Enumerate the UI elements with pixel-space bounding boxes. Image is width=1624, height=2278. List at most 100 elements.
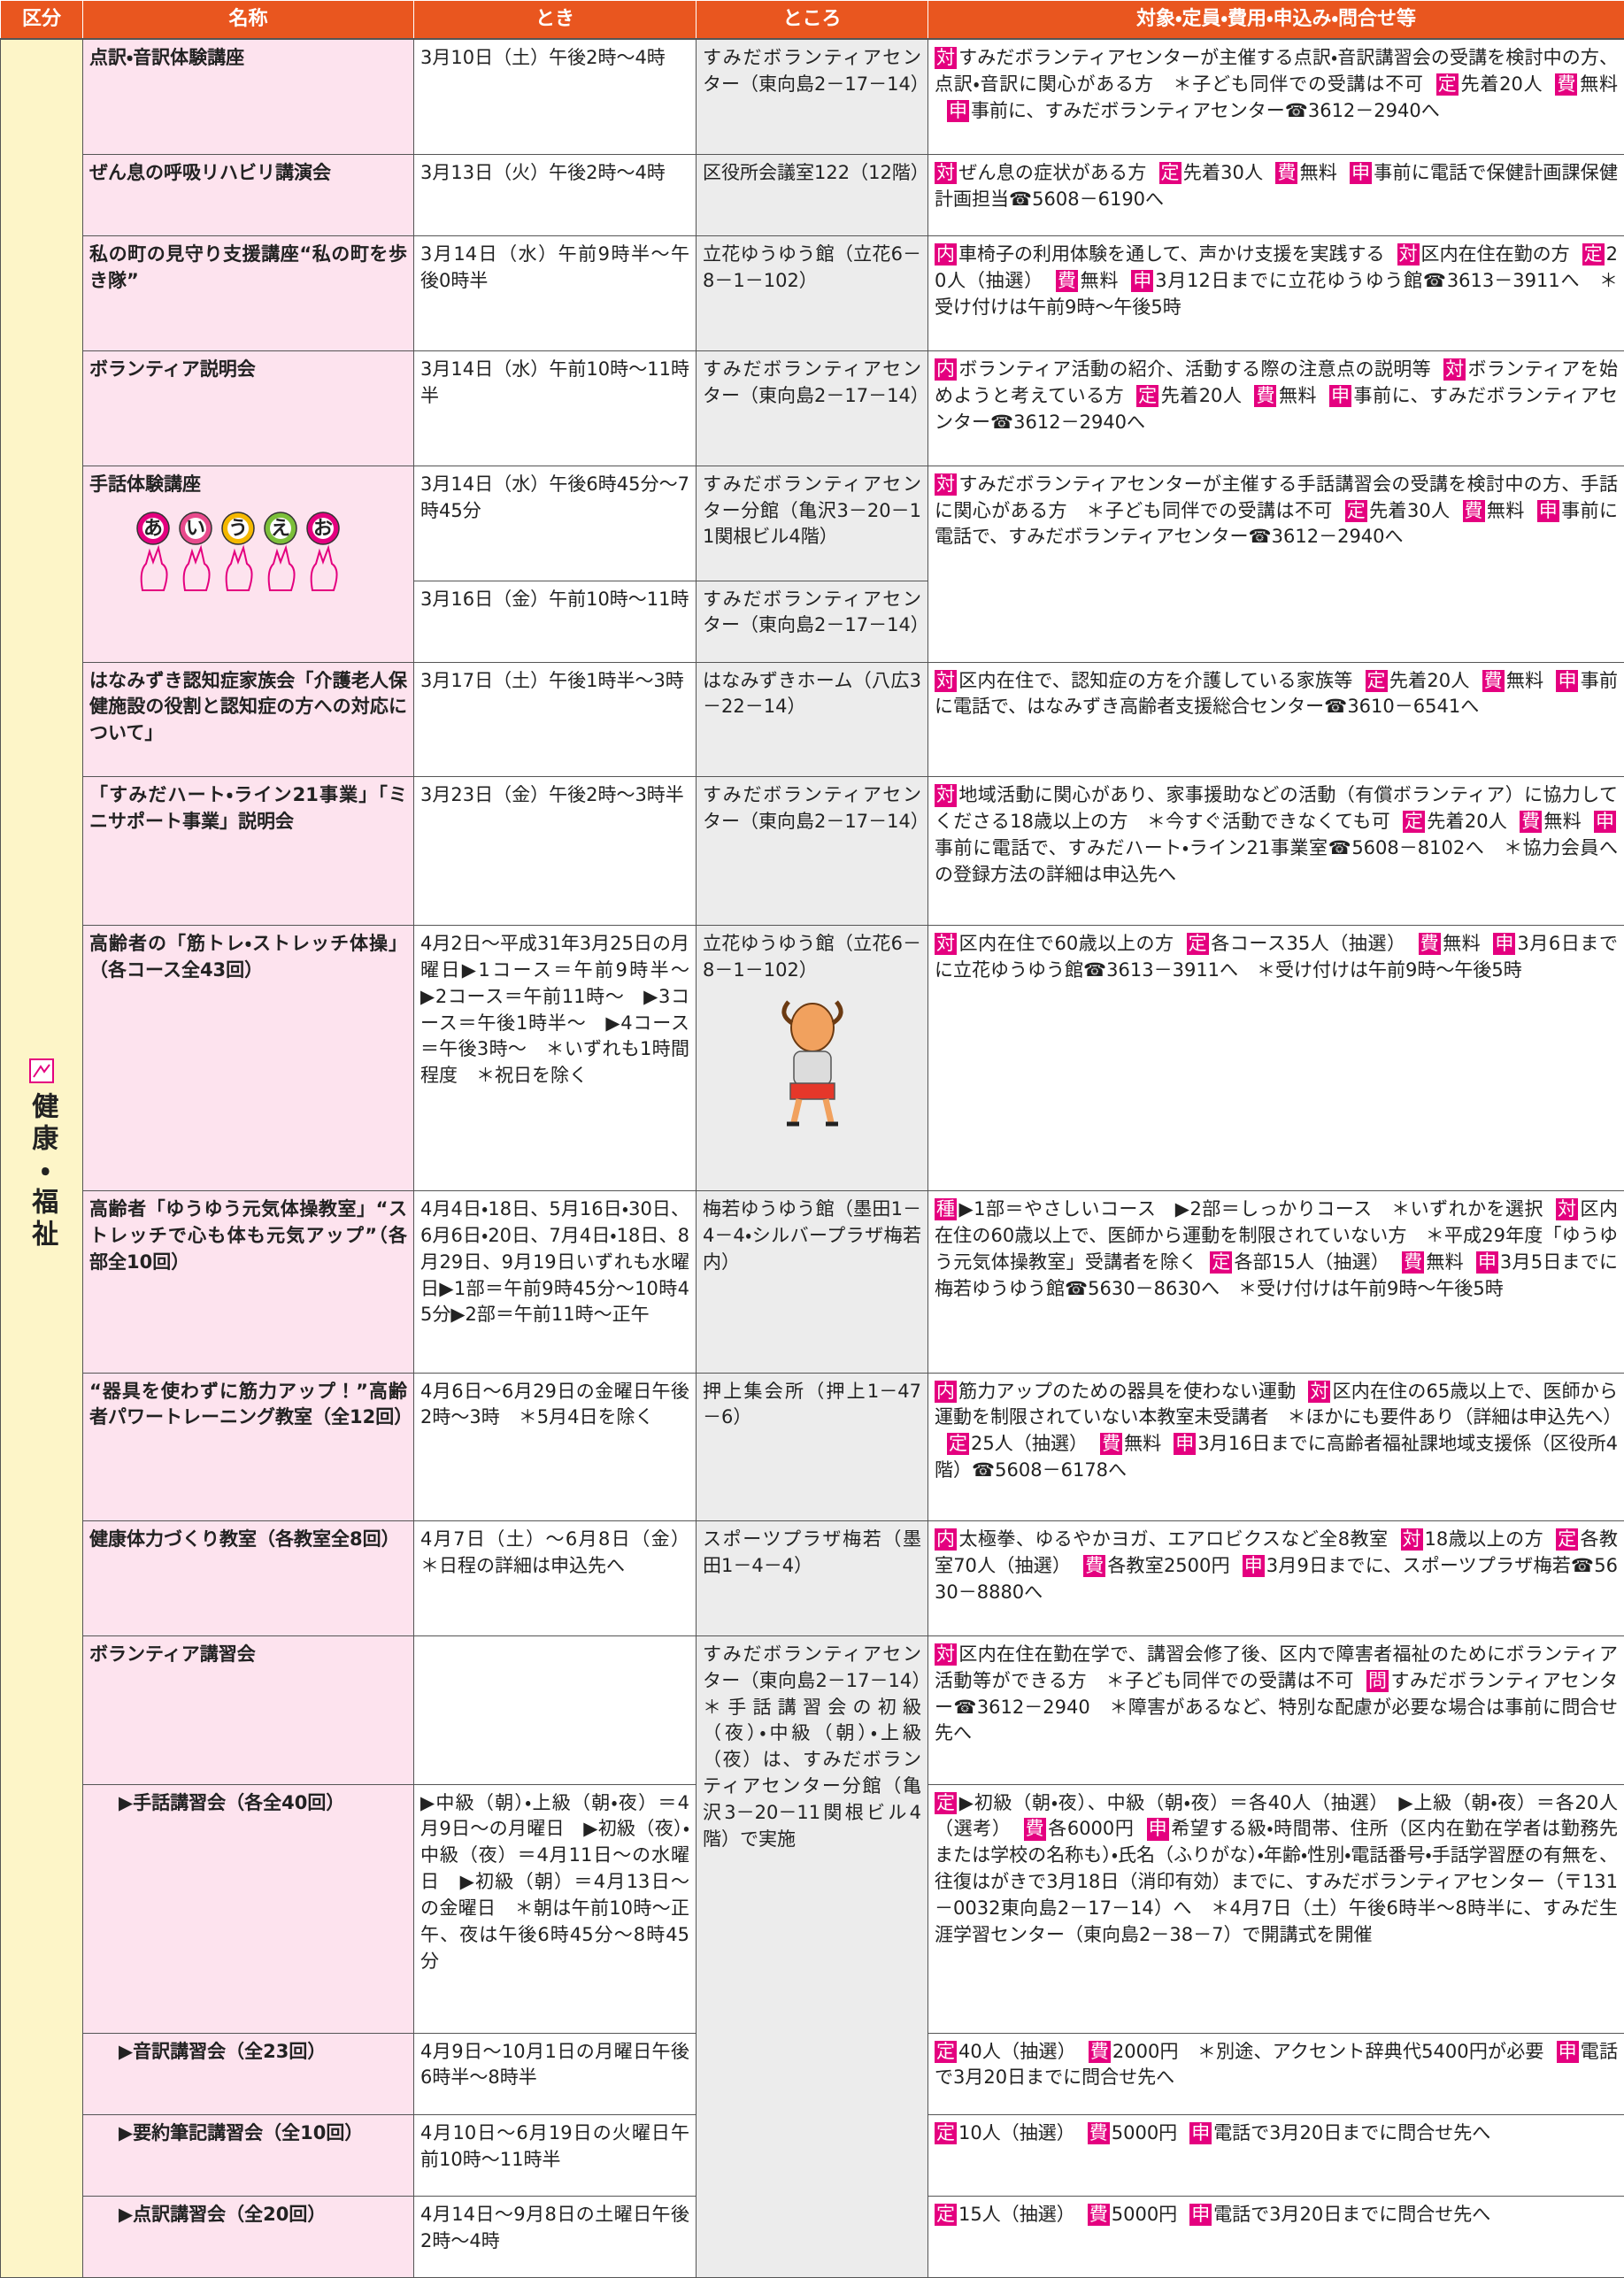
detail-segment: 費無料 (1254, 384, 1318, 407)
detail-segment: 定 10人（抽選） (935, 2121, 1075, 2144)
detail-segment: 定 ▶初級（朝・夜）、中級（朝・夜）＝各40人（抽選） ▶上級（朝・夜）＝各20人… (935, 1791, 1618, 1839)
detail-tag: 定 (947, 1433, 969, 1456)
time-cell: ▶中級（朝）・上級（朝・夜）＝4月9日～の月曜日 ▶初級（夜）・中級（夜）＝4月… (413, 1783, 697, 2034)
detail-text: 40人（抽選） (958, 2040, 1076, 2062)
name-cell: 点訳・音訳体験講座 (82, 38, 414, 155)
sign-kana: う (228, 518, 248, 540)
detail-tag: 対 (935, 669, 957, 692)
detail-segment: 申事前に、すみだボランティアセンター☎3612－2940へ (935, 384, 1618, 433)
detail-segment: 対区内在住で、認知症の方を介護している家族等 (935, 669, 1353, 692)
detail-tag: 費 (1520, 811, 1543, 834)
detail-segment: 申電話で3月20日までに問合せ先へ (1189, 2203, 1490, 2226)
detail-text: 10人（抽選） (958, 2121, 1075, 2143)
sign-kana: い (186, 518, 205, 540)
place-text: 区役所会議室122（12階） (703, 161, 929, 183)
detail-text: 筋力アップのための器具を使わない運動 (958, 1380, 1297, 1402)
detail-text: 区内在住で、認知症の方を介護している家族等 (958, 669, 1353, 691)
detail-text: 車椅子の利用体験を通して、声かけ支援を実践する (958, 243, 1385, 266)
sign-bubble-inner (142, 517, 164, 539)
detail-text: 各6000円 (1047, 1818, 1135, 1840)
sub-row: ▶点訳講習会（全20回） 4月14日～9月8日の土曜日午後2時～4時 定 15人（抽選… (1, 2195, 1624, 2278)
detail-tag: 定 (1556, 1528, 1579, 1551)
figure-arms (781, 1000, 843, 1025)
detail-text: 事前に電話で保健計画課保健計画担当☎5608－6190へ (935, 161, 1618, 210)
detail-tag: 申 (1493, 933, 1516, 956)
row: 健康・福祉 点訳・音訳体験講座 3月10日（土）午後2時～4時 すみだボランティアセン… (0, 38, 1624, 2278)
sub-row: ▶手話講習会（各全40回） ▶中級（朝）・上級（朝・夜）＝4月9日～の月曜日 ▶初… (1, 1783, 1624, 2034)
header-cell: 名称 (82, 0, 414, 40)
detail-tag: 費 (1087, 2203, 1110, 2226)
detail-tag: 問 (1366, 1669, 1389, 1692)
header-cell: ところ (696, 0, 928, 40)
detail-tag: 定 (1582, 243, 1605, 266)
detail-text: 各部15人（抽選） (1234, 1251, 1390, 1273)
figure-head (789, 1002, 835, 1052)
detail-tag: 定 (935, 2040, 957, 2063)
place-cell: 押上集会所（押上1－47－6） (696, 1372, 928, 1522)
detail-tag: 定 (935, 2121, 957, 2144)
detail-tag: 対 (1400, 1528, 1423, 1551)
detail-text: 各教室2500円 (1107, 1554, 1230, 1576)
detail-cell: 対地域活動に関心があり、家事援助などの活動（有償ボランティア）に協力してくださる… (927, 776, 1624, 927)
table-body: 健康・福祉 点訳・音訳体験講座 3月10日（土）午後2時～4時 すみだボランティアセン… (0, 38, 1624, 2278)
detail-segment: 費 5000円 (1087, 2121, 1178, 2144)
detail-text: 無料 (1299, 161, 1338, 183)
figure-shirt (792, 1050, 832, 1086)
detail-tag: 対 (1397, 243, 1420, 266)
time-cell: 4月2日～平成31年3月25日の月曜日▶1コース＝午前9時半～ ▶2コース＝午前… (413, 925, 708, 1192)
detail-text: 先着20人 (1459, 73, 1543, 95)
detail-tag: 申 (1174, 1433, 1197, 1456)
place-text: すみだボランティアセンター（東向島2－17－14） (703, 784, 929, 833)
place-cell: すみだボランティアセンター（東向島2－17－14） (696, 38, 929, 155)
time-cell: 3月14日（水）午後6時45分～7時45分 (413, 465, 697, 581)
header-cell: 区分 (0, 0, 83, 40)
place-text: 押上集会所（押上1－47－6） (703, 1380, 921, 1428)
place-text: すみだボランティアセンター（東向島2－17－14） ＊手話講習会の初級（夜）・中… (703, 1643, 940, 1850)
detail-segment: 費無料 (1055, 269, 1119, 293)
detail-tag: 申 (947, 99, 969, 122)
detail-segment: 定先着30人 (1158, 161, 1263, 185)
detail-segment: 対区内在住の65歳以上で、医師から運動を制限されていない本教室未受講者 ＊ほかに… (935, 1380, 1621, 1428)
detail-text: 先着20人 (1160, 384, 1243, 406)
row: ボランティア講習会 すみだボランティアセンター（東向島2－17－14） ＊手話講習… (1, 1635, 1624, 2278)
detail-text: 無料 (1442, 933, 1482, 955)
detail-tag: 費 (1023, 1818, 1046, 1841)
header-cell: とき (413, 0, 697, 40)
detail-segment: 対ぜん息の症状がある方 (935, 161, 1147, 185)
detail-text: 5000円 (1111, 2121, 1178, 2143)
place-text: すみだボランティアセンター（東向島2－17－14） (703, 47, 929, 95)
detail-cell: 種 ▶1部＝やさしいコース ▶2部＝しっかりコース ＊いずれかを選択対区内在住の6… (927, 1190, 1624, 1374)
detail-text: 無料 (1278, 384, 1318, 406)
detail-cell: 対区内在住で60歳以上の方定各コース35人（抽選） 費無料申 3月6日までに立花ゆう… (927, 925, 1624, 1192)
detail-segment: 定 15人（抽選） (935, 2203, 1075, 2226)
detail-text: 各教室70人（抽選） (935, 1528, 1618, 1576)
detail-text: 2000円 ＊別途、アクセント辞典代5400円が必要 (1112, 2040, 1544, 2062)
time-cell (413, 1635, 697, 1785)
name-cell: 私の町の見守り支援講座“私の町を歩き隊” (82, 235, 414, 351)
detail-text: 無料 (1543, 811, 1582, 833)
exercise-figure (781, 1000, 843, 1127)
detail-text: すみだボランティアセンターが主催する点訳・音訳講習会の受講を検討中の方、点訳・音… (935, 47, 1618, 95)
detail-text: 無料 (1505, 669, 1544, 691)
detail-tag: 対 (935, 784, 957, 807)
detail-text: 太極拳、ゆるやかヨガ、エアロビクスなど全8教室 (958, 1528, 1389, 1551)
detail-cell: 内筋力アップのための器具を使わない運動対区内在住の65歳以上で、医師から運動を制… (927, 1372, 1624, 1522)
detail-cell: 定 15人（抽選） 費 5000円申電話で3月20日までに問合せ先へ (927, 2195, 1624, 2278)
detail-tag: 定 (1344, 499, 1367, 522)
time-cell: 4月10日～6月19日の火曜日午前10時～11時半 (413, 2113, 697, 2197)
detail-cell: 内車椅子の利用体験を通して、声かけ支援を実践する対区内在住在勤の方定 20人（抽選… (927, 235, 1624, 351)
detail-segment: 対区内在住の60歳以上で、医師から運動を制限されていない方 ＊平成29年度「ゆう… (935, 1198, 1618, 1273)
detail-cell: 対ぜん息の症状がある方定先着30人費無料申事前に電話で保健計画課保健計画担当☎5… (927, 153, 1624, 237)
detail-tag: 費 (1254, 384, 1277, 407)
detail-segment: 内ボランティア活動の紹介、活動する際の注意点の説明等 (935, 358, 1431, 381)
detail-segment: 費無料 (1462, 499, 1525, 522)
place-text: はなみずきホーム（八広3－22－14） (703, 669, 921, 718)
detail-tag: 定 (1365, 669, 1388, 692)
name-cell: “器具を使わずに筋力アップ！”高齢者パワートレーニング教室（全12回） (82, 1372, 414, 1522)
detail-tag: 申 (1556, 669, 1579, 692)
detail-segment: 申事前に電話で、すみだボランティアセンター☎3612－2940へ (935, 499, 1618, 547)
name-cell: ぜん息の呼吸リハビリ講演会 (82, 153, 414, 237)
detail-tag: 費 (1462, 499, 1485, 522)
detail-text: 先着30人 (1368, 499, 1451, 521)
detail-text: 電話で3月20日までに問合せ先へ (935, 2040, 1618, 2089)
